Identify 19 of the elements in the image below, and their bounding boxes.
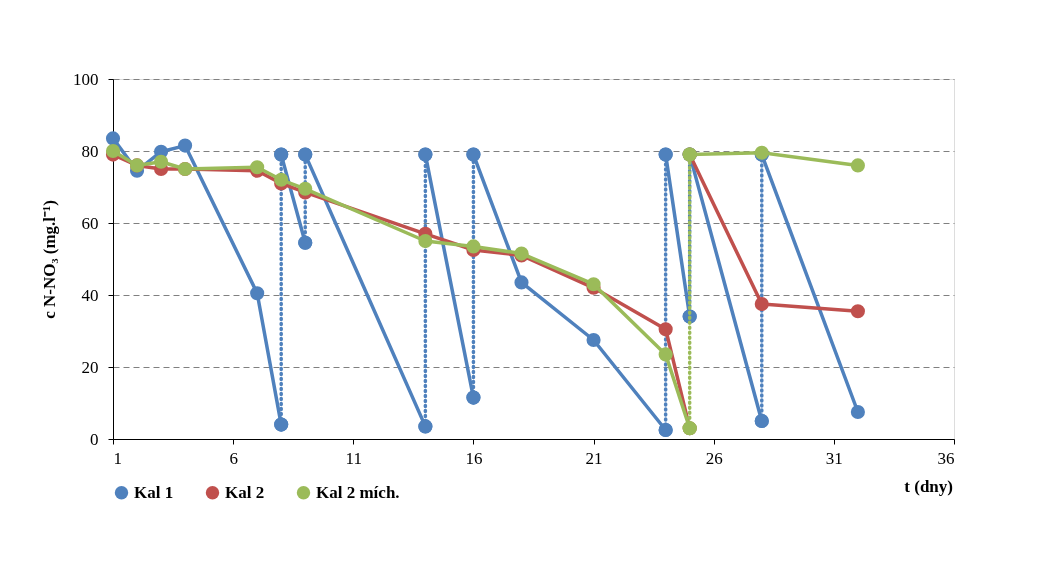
x-axis-title: t (dny) — [904, 477, 953, 496]
x-tick-label: 1 — [113, 448, 122, 468]
x-tick-label: 26 — [705, 448, 723, 468]
y-tick-label: 0 — [90, 429, 99, 449]
legend-label: Kal 2 — [225, 482, 265, 502]
legend-label: Kal 1 — [134, 482, 174, 502]
x-tick-label: 6 — [229, 448, 238, 468]
x-tick-label: 16 — [465, 448, 483, 468]
x-tick-label: 11 — [345, 448, 362, 468]
y-axis-title: c N-NO₃ (mg.l⁻¹) — [40, 200, 59, 319]
y-tick-label: 40 — [81, 285, 99, 305]
x-tick-label: 36 — [937, 448, 955, 468]
x-tick-label: 31 — [825, 448, 843, 468]
y-tick-label: 100 — [73, 69, 99, 89]
x-tick-label: 21 — [585, 448, 603, 468]
y-tick-label: 20 — [81, 357, 99, 377]
y-tick-label: 60 — [81, 213, 99, 233]
y-tick-label: 80 — [81, 141, 99, 161]
legend-label: Kal 2 mích. — [316, 482, 400, 502]
